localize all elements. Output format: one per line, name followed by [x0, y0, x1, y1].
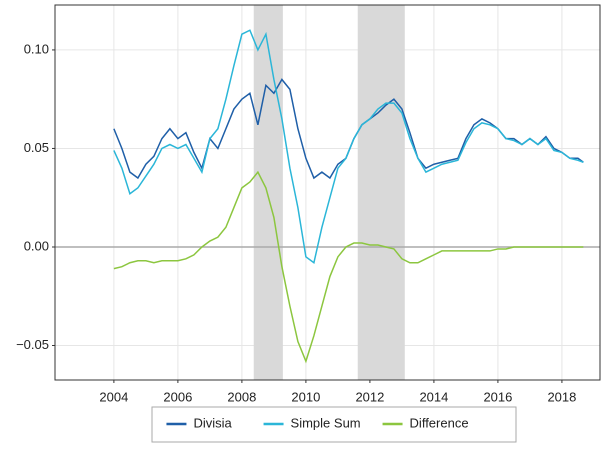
y-tick-label: 0.00	[24, 238, 49, 253]
legend-label: Divisia	[193, 415, 232, 430]
series-line	[113, 29, 584, 265]
y-tick-label: 0.10	[24, 41, 49, 56]
x-tick-label: 2018	[547, 389, 576, 404]
y-tick-label: 0.05	[24, 140, 49, 155]
series-line	[113, 170, 584, 364]
recession-band	[253, 5, 283, 380]
x-tick-label: 2004	[99, 389, 128, 404]
x-tick-label: 2012	[355, 389, 384, 404]
legend-box	[151, 406, 517, 443]
x-tick-label: 2006	[163, 389, 192, 404]
recession-band	[357, 5, 405, 380]
y-tick-label: −0.05	[16, 337, 49, 352]
x-tick-label: 2016	[483, 389, 512, 404]
legend-label: Simple Sum	[291, 415, 361, 430]
series-line	[113, 78, 584, 180]
x-tick-label: 2014	[419, 389, 448, 404]
x-tick-label: 2010	[291, 389, 320, 404]
plot-frame	[54, 4, 601, 381]
legend-label: Difference	[410, 415, 469, 430]
x-tick-label: 2008	[227, 389, 256, 404]
